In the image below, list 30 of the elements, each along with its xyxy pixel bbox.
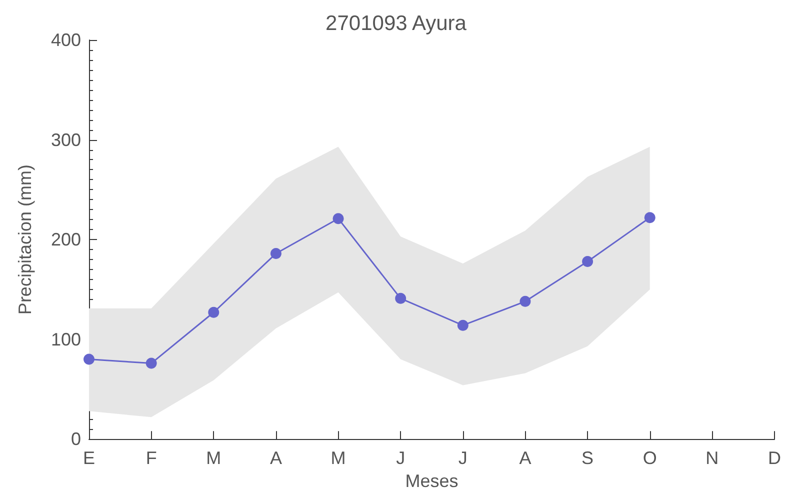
point	[520, 296, 531, 307]
point	[457, 320, 468, 331]
x-tick-label: N	[706, 448, 719, 468]
x-tick-label: S	[582, 448, 594, 468]
point	[84, 354, 94, 365]
y-tick-label: 0	[70, 429, 81, 450]
x-tick-label: E	[82, 448, 96, 468]
x-tick-label: M	[206, 448, 222, 468]
x-tick-label: D	[768, 448, 781, 468]
x-tick-label: O	[642, 448, 657, 468]
x-axis-title: Meses	[405, 471, 458, 491]
point	[582, 256, 594, 267]
point	[332, 213, 344, 224]
x-tick-label: J	[396, 448, 406, 468]
y-axis-title: Precipitacion (mm)	[15, 164, 35, 315]
y-tick-label: 300	[50, 130, 81, 150]
point	[644, 212, 656, 224]
x-tick-label: J	[458, 448, 468, 468]
x-tick-label: F	[146, 448, 157, 468]
y-tick-label: 200	[50, 230, 81, 250]
point	[208, 306, 220, 318]
point	[146, 358, 157, 369]
point	[395, 292, 406, 304]
y-tick-label: 100	[50, 329, 81, 350]
x-tick-label: M	[330, 448, 346, 468]
point	[270, 248, 282, 260]
x-tick-label: A	[270, 448, 282, 468]
chart-title: 2701093 Ayura	[326, 12, 467, 35]
x-tick-label: A	[519, 448, 532, 468]
y-tick-label: 400	[50, 30, 81, 50]
